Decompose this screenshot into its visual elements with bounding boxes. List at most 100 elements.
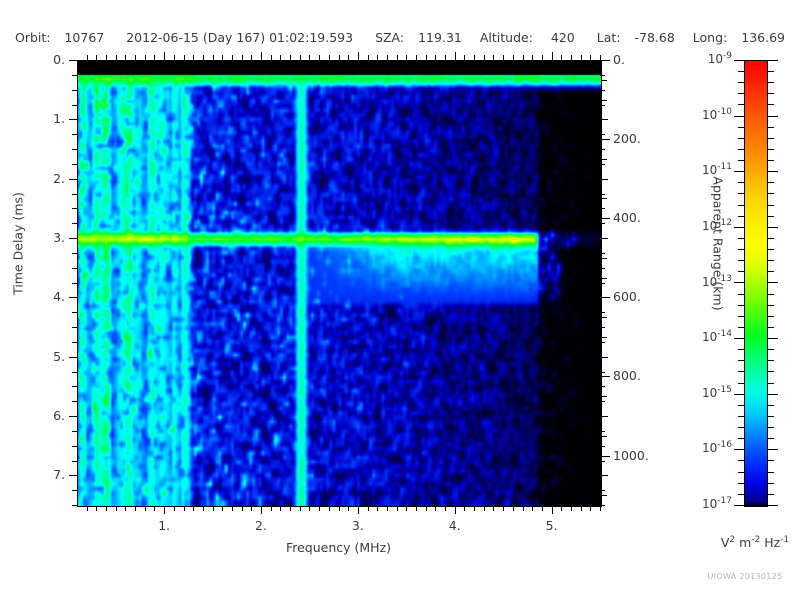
colorbar-minor-tick-left bbox=[738, 460, 744, 461]
colorbar-tick-label-6: 10-15 bbox=[678, 385, 732, 400]
x-top-minor-tick bbox=[96, 55, 97, 60]
colorbar-mantissa-5: 10 bbox=[702, 330, 718, 345]
x-top-minor-tick bbox=[280, 55, 281, 60]
x-top-minor-tick bbox=[251, 55, 252, 60]
colorbar-tick-label-7: 10-16 bbox=[678, 440, 732, 455]
y-right-minor-tick bbox=[601, 396, 607, 397]
colorbar-minor-tick-right bbox=[768, 383, 774, 384]
x-minor-tick bbox=[290, 506, 291, 511]
orbit-label: Orbit: bbox=[14, 30, 51, 45]
altitude-value: 420 bbox=[550, 30, 575, 45]
y-right-inner-minor-tick bbox=[600, 149, 605, 150]
y-right-inner-minor-tick bbox=[600, 90, 605, 91]
x-top-major-tick bbox=[358, 52, 359, 60]
x-minor-tick bbox=[348, 506, 349, 511]
credit-watermark: UIOWA 20130125 bbox=[707, 572, 783, 581]
colorbar-minor-tick-right bbox=[768, 271, 774, 272]
x-minor-tick bbox=[445, 506, 446, 511]
colorbar-minor-tick-right bbox=[768, 260, 774, 261]
x-top-minor-tick bbox=[232, 55, 233, 60]
y-right-inner-minor-tick bbox=[600, 164, 605, 165]
colorbar-minor-tick-right bbox=[768, 149, 774, 150]
colorbar-minor-tick-right bbox=[768, 82, 774, 83]
colorbar-minor-tick-left bbox=[738, 472, 744, 473]
y-left-minor-tick bbox=[72, 327, 77, 328]
x-minor-tick bbox=[154, 506, 155, 511]
y-right-major-tick bbox=[601, 376, 610, 377]
y-right-inner-minor-tick bbox=[600, 431, 605, 432]
x-minor-tick bbox=[280, 506, 281, 511]
x-tick-label-4: 5. bbox=[545, 518, 558, 533]
colorbar-major-tick-left bbox=[734, 282, 744, 283]
y-left-minor-tick bbox=[72, 505, 77, 506]
colorbar-exponent-2: -11 bbox=[717, 162, 732, 173]
x-minor-tick bbox=[213, 506, 214, 511]
x-minor-tick bbox=[387, 506, 388, 511]
x-top-minor-tick bbox=[532, 55, 533, 60]
x-top-minor-tick bbox=[435, 55, 436, 60]
y-right-inner-minor-tick bbox=[600, 490, 605, 491]
y-right-inner-minor-tick bbox=[600, 208, 605, 209]
y-right-inner-minor-tick bbox=[600, 386, 605, 387]
y-left-minor-tick bbox=[72, 446, 77, 447]
x-minor-tick bbox=[464, 506, 465, 511]
colorbar-minor-tick-right bbox=[768, 238, 774, 239]
orbit-value: 10767 bbox=[64, 30, 105, 45]
colorbar-minor-tick-left bbox=[738, 104, 744, 105]
x-top-minor-tick bbox=[484, 55, 485, 60]
x-minor-tick bbox=[116, 506, 117, 511]
y-right-minor-tick bbox=[601, 416, 607, 417]
y-right-inner-minor-tick bbox=[600, 312, 605, 313]
x-minor-tick bbox=[174, 506, 175, 511]
x-top-minor-tick bbox=[377, 55, 378, 60]
x-top-minor-tick bbox=[145, 55, 146, 60]
colorbar-minor-tick-left bbox=[738, 82, 744, 83]
colorbar-minor-tick-right bbox=[768, 305, 774, 306]
y-right-minor-tick bbox=[601, 80, 607, 81]
colorbar-minor-tick-right bbox=[768, 427, 774, 428]
altitude-label: Altitude: bbox=[479, 30, 533, 45]
units-v-exp: 2 bbox=[729, 535, 736, 545]
units-hz-exp: -1 bbox=[780, 535, 790, 545]
x-minor-tick bbox=[271, 506, 272, 511]
y-left-minor-tick bbox=[72, 342, 77, 343]
x-top-minor-tick bbox=[203, 55, 204, 60]
colorbar-mantissa-3: 10 bbox=[702, 218, 718, 233]
x-tick-label-0: 1. bbox=[158, 518, 171, 533]
colorbar-minor-tick-right bbox=[768, 138, 774, 139]
colorbar-mantissa-1: 10 bbox=[702, 107, 718, 122]
colorbar-exponent-5: -14 bbox=[717, 329, 732, 340]
y-right-minor-tick bbox=[601, 278, 607, 279]
colorbar-minor-tick-left bbox=[738, 71, 744, 72]
x-top-minor-tick bbox=[271, 55, 272, 60]
y-right-tick-label-3: 600. bbox=[613, 289, 641, 305]
lat-label: Lat: bbox=[596, 30, 621, 45]
y-left-tick-label-0: 0. bbox=[53, 52, 65, 67]
colorbar-tick-label-4: 10-13 bbox=[678, 274, 732, 289]
x-minor-tick bbox=[222, 506, 223, 511]
colorbar-minor-tick-right bbox=[768, 93, 774, 94]
units-hz: Hz bbox=[760, 535, 781, 551]
x-top-minor-tick bbox=[426, 55, 427, 60]
colorbar-major-tick-left bbox=[734, 449, 744, 450]
colorbar-major-tick-left bbox=[734, 227, 744, 228]
colorbar-minor-tick-left bbox=[738, 360, 744, 361]
y-left-minor-tick bbox=[72, 401, 77, 402]
colorbar-minor-tick-left bbox=[738, 383, 744, 384]
colorbar-mantissa-8: 10 bbox=[702, 497, 718, 511]
y-left-tick-label-6: 6. bbox=[53, 408, 65, 423]
y-right-major-tick bbox=[601, 218, 610, 219]
colorbar-minor-tick-left bbox=[738, 349, 744, 350]
y-right-minor-tick bbox=[601, 436, 607, 437]
colorbar-tick-label-0: 10-9 bbox=[678, 51, 732, 66]
y-left-minor-tick bbox=[72, 164, 77, 165]
x-top-major-tick bbox=[164, 52, 165, 60]
y-right-inner-minor-tick bbox=[600, 105, 605, 106]
colorbar-major-tick-right bbox=[768, 338, 778, 339]
colorbar-tick-label-1: 10-10 bbox=[678, 107, 732, 122]
y-right-inner-minor-tick bbox=[600, 327, 605, 328]
y-left-tick-label-1: 1. bbox=[53, 111, 65, 127]
colorbar-mantissa-7: 10 bbox=[702, 441, 718, 456]
y-right-major-tick bbox=[601, 60, 610, 61]
x-top-minor-tick bbox=[503, 55, 504, 60]
